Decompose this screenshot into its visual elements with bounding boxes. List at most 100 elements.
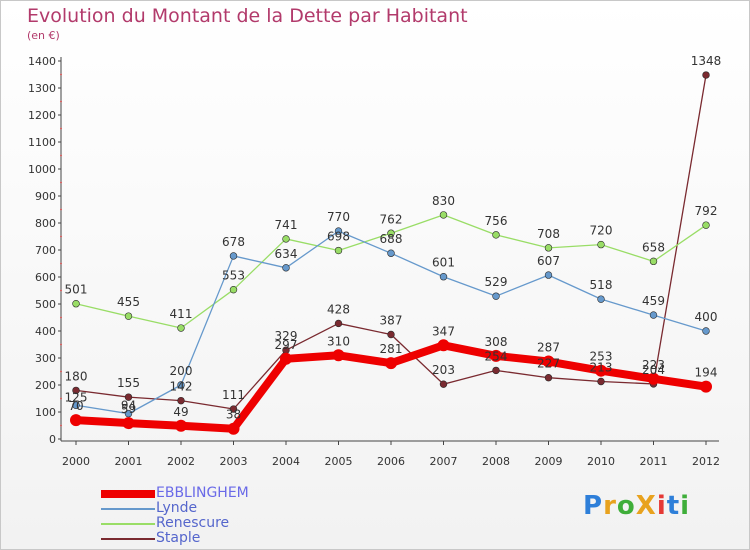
y-minor-tick (60, 262, 62, 265)
y-tick-label: 900 (35, 190, 56, 203)
x-tick-label: 2001 (115, 455, 143, 468)
data-label: 223 (642, 358, 665, 372)
x-tick-label: 2011 (640, 455, 668, 468)
y-tick-label: 400 (35, 325, 56, 338)
y-tick-label: 100 (35, 406, 56, 419)
data-point (227, 422, 240, 435)
data-label: 720 (590, 224, 613, 238)
data-label: 708 (537, 227, 560, 241)
y-tick-label: 1200 (28, 109, 56, 122)
data-point (439, 211, 448, 219)
data-label: 38 (226, 408, 241, 422)
data-point (334, 319, 343, 328)
data-point (490, 349, 502, 362)
data-point (702, 327, 710, 335)
legend-swatch (101, 538, 155, 540)
y-minor-tick (60, 127, 62, 130)
data-point (700, 380, 712, 393)
data-point (597, 240, 605, 249)
data-label: 111 (222, 388, 245, 402)
y-minor-tick (60, 100, 62, 103)
data-point (387, 229, 395, 237)
data-point (175, 419, 187, 432)
y-minor-tick (60, 181, 62, 184)
logo-letter: r (603, 491, 617, 521)
data-label: 455 (117, 295, 140, 309)
data-label: 601 (432, 256, 455, 270)
data-point (124, 312, 133, 320)
data-point (122, 417, 135, 430)
y-tick-label: 300 (35, 352, 56, 365)
x-tick-label: 2002 (167, 455, 195, 468)
x-tick-label: 2005 (325, 455, 353, 468)
data-label: 194 (695, 366, 718, 380)
data-point (177, 381, 185, 389)
data-label: 1348 (691, 54, 722, 68)
data-point (332, 349, 345, 362)
y-minor-tick (60, 208, 62, 211)
data-point (177, 324, 185, 332)
data-point (492, 231, 500, 239)
data-point (334, 246, 343, 255)
data-label: 329 (275, 329, 298, 343)
data-label: 94 (121, 399, 136, 413)
legend-swatch (101, 523, 155, 525)
data-label: 792 (695, 204, 718, 218)
data-point (437, 339, 450, 352)
data-label: 411 (170, 307, 193, 321)
data-label: 501 (65, 283, 88, 297)
data-point (387, 330, 395, 339)
y-minor-tick (60, 397, 62, 400)
data-point (542, 355, 555, 368)
y-minor-tick (60, 154, 62, 157)
data-point (280, 352, 292, 365)
x-tick-label: 2009 (535, 455, 563, 468)
data-label: 253 (590, 350, 613, 364)
y-minor-tick (60, 73, 62, 76)
data-label: 830 (432, 194, 455, 208)
data-point (702, 221, 710, 229)
data-label: 387 (380, 314, 403, 328)
unit-label: (en €) (27, 29, 60, 42)
data-label: 770 (327, 210, 350, 224)
y-minor-tick (60, 289, 62, 292)
data-label: 142 (170, 380, 193, 394)
data-label: 459 (642, 294, 665, 308)
data-point (649, 257, 658, 266)
proxiti-logo: ProXiti (583, 491, 690, 521)
data-label: 125 (65, 390, 88, 404)
data-label: 529 (485, 275, 508, 289)
data-label: 203 (432, 363, 455, 377)
y-tick-label: 500 (35, 298, 56, 311)
y-tick-label: 1100 (28, 136, 56, 149)
data-label: 70 (68, 399, 83, 413)
y-tick-label: 600 (35, 271, 56, 284)
y-minor-tick (60, 235, 62, 238)
data-point (70, 414, 82, 427)
data-label: 204 (642, 363, 665, 377)
data-label: 287 (537, 341, 560, 355)
data-label: 227 (537, 357, 560, 371)
logo-letter: X (635, 491, 657, 521)
data-label: 678 (222, 235, 245, 249)
x-tick-label: 2003 (220, 455, 248, 468)
data-point (124, 409, 133, 418)
data-point (282, 235, 290, 243)
data-point (492, 292, 500, 300)
data-label: 518 (590, 278, 613, 292)
legend-label: Lynde (156, 500, 198, 516)
data-label: 762 (380, 212, 403, 226)
data-point (595, 364, 607, 377)
data-label: 200 (170, 364, 193, 378)
data-label: 281 (380, 342, 403, 356)
data-point (124, 393, 133, 401)
data-label: 607 (537, 254, 560, 268)
legend-swatch (101, 508, 155, 510)
legend-swatch (101, 490, 155, 498)
data-label: 180 (65, 369, 88, 383)
data-label: 756 (485, 214, 508, 228)
data-point (544, 244, 553, 252)
data-point (72, 386, 80, 395)
logo-letter: t (666, 491, 681, 521)
